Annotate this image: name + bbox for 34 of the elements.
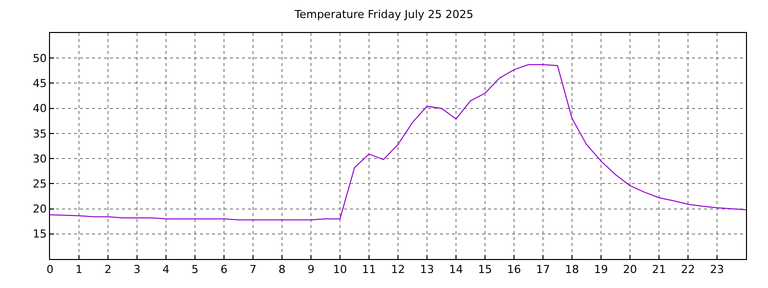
x-tick-label: 1: [76, 263, 82, 276]
x-tick-label: 5: [192, 263, 198, 276]
x-tick-label: 6: [220, 263, 228, 276]
x-tick-label: 4: [162, 263, 170, 276]
y-tick-label: 45: [32, 77, 47, 90]
x-tick-label: 23: [710, 263, 724, 276]
y-tick-label: 25: [32, 178, 47, 191]
x-tick-label: 10: [333, 263, 347, 276]
x-tick-label: 16: [507, 263, 521, 276]
x-tick-label: 9: [308, 263, 314, 276]
line-series: [50, 64, 746, 220]
x-tick-label: 3: [134, 263, 140, 276]
x-tick-label: 13: [420, 263, 434, 276]
x-tick-label: 15: [478, 263, 492, 276]
x-tick-label: 18: [565, 263, 579, 276]
x-tick-label: 14: [449, 263, 463, 276]
y-tick-label: 15: [32, 228, 47, 241]
x-tick-label: 12: [391, 263, 405, 276]
y-tick-label: 35: [32, 127, 47, 140]
x-tick-label: 22: [681, 263, 695, 276]
x-tick-label: 11: [362, 263, 376, 276]
y-tick-label: 30: [32, 152, 47, 166]
x-tick-label: 20: [623, 263, 637, 276]
x-tick-label: 2: [104, 263, 112, 276]
x-tick-label: 19: [594, 263, 608, 276]
x-tick-label: 7: [250, 263, 256, 276]
x-tick-label: 17: [536, 263, 550, 276]
x-tick-label: 21: [652, 263, 666, 276]
x-tick-label: 8: [278, 263, 286, 276]
y-tick-label: 40: [32, 102, 47, 116]
y-tick-label: 20: [32, 202, 47, 216]
y-tick-label: 50: [32, 52, 47, 65]
x-tick-label: 0: [46, 263, 54, 276]
chart-title: Temperature Friday July 25 2025: [294, 8, 474, 21]
